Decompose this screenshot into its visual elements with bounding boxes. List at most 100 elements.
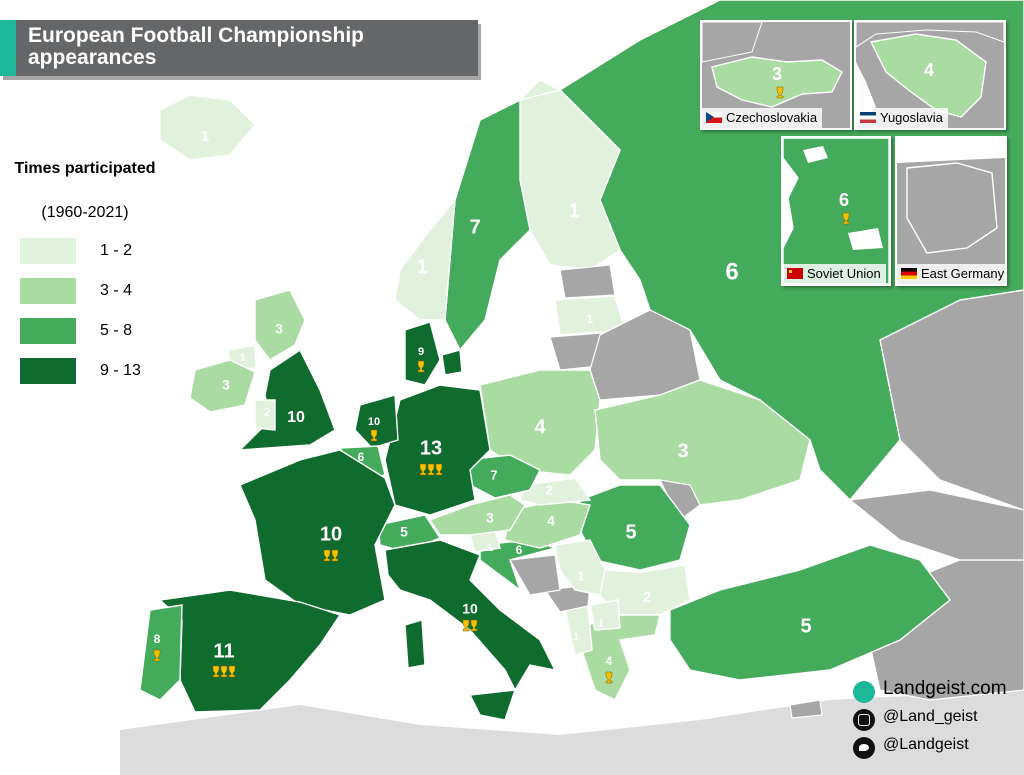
inset-label: Soviet Union xyxy=(783,264,886,284)
czechoslovakia-shape xyxy=(711,56,843,108)
label-austria: 3 xyxy=(486,510,494,526)
label-sweden: 7 xyxy=(469,216,480,238)
legend-item: 3 - 4 xyxy=(20,278,180,304)
country-france xyxy=(239,449,396,616)
trophy-icon-germany xyxy=(435,463,443,476)
inset-name: Czechoslovakia xyxy=(726,110,818,125)
country-ukraine xyxy=(594,379,811,506)
trophy-icon-greece xyxy=(605,671,613,684)
east-germany-shape xyxy=(906,162,998,254)
legend-title: Times participated xyxy=(14,160,156,177)
trophy-icon-france xyxy=(323,549,331,562)
soviet-union-shape xyxy=(783,138,889,284)
credit-twitter[interactable]: @Landgeist xyxy=(853,735,1018,761)
yugoslavia-shape xyxy=(869,33,987,118)
country-turkey xyxy=(669,544,951,681)
label-iceland: 1 xyxy=(201,128,209,145)
country-norway xyxy=(394,79,563,321)
country-portugal xyxy=(139,604,183,701)
title-banner: European Football Championship appearanc… xyxy=(0,20,478,76)
credit-website[interactable]: Landgeist.com xyxy=(853,678,1018,705)
inset-east-germany: East Germany xyxy=(895,136,1007,286)
trophy-icon-denmark xyxy=(417,360,425,373)
label-hungary: 4 xyxy=(547,513,555,529)
label-belgium: 6 xyxy=(358,450,365,464)
country-austria xyxy=(428,494,526,536)
label-slovenia: 1 xyxy=(487,542,493,554)
label-ukraine: 3 xyxy=(677,440,688,462)
inset-soviet-union: 6 Soviet Union xyxy=(781,136,891,286)
label-portugal: 8 xyxy=(154,632,161,646)
legend-label: 5 - 8 xyxy=(100,322,133,339)
twitter-handle[interactable]: @Landgeist xyxy=(883,736,969,753)
title-accent-bar xyxy=(0,20,16,76)
inset-name: Soviet Union xyxy=(807,266,881,281)
legend-item: 5 - 8 xyxy=(20,318,180,344)
label-poland: 4 xyxy=(534,416,546,438)
legend-swatch xyxy=(20,358,76,384)
soviet-union-flag xyxy=(787,268,803,279)
inset-name: Yugoslavia xyxy=(880,110,943,125)
label-netherlands: 10 xyxy=(368,416,380,428)
country-scotland xyxy=(254,289,306,361)
legend-label: 1 - 2 xyxy=(100,242,133,259)
country-bosnia xyxy=(509,554,561,596)
label-scotland: 3 xyxy=(275,321,283,337)
legend-item: 9 - 13 xyxy=(20,358,180,384)
caucasus xyxy=(848,489,1024,561)
trophy-icon-germany xyxy=(427,463,435,476)
country-slovakia xyxy=(519,477,592,506)
label-bulgaria: 2 xyxy=(643,589,651,606)
country-sardinia xyxy=(404,619,426,669)
country-italy xyxy=(384,539,557,692)
inset-value: 4 xyxy=(924,60,935,80)
country-cyprus xyxy=(789,699,823,719)
country-north-macedonia xyxy=(589,599,621,631)
label-france: 10 xyxy=(320,523,342,545)
country-sicily xyxy=(468,689,517,721)
label-ireland: 3 xyxy=(222,377,230,393)
inset-czechoslovakia: 3 Czechoslovakia xyxy=(700,20,852,130)
trophy-icon-spain xyxy=(212,665,220,678)
legend-swatch xyxy=(20,238,76,264)
country-netherlands xyxy=(354,394,399,449)
label-wales: 2 xyxy=(264,405,271,419)
inset-label: Yugoslavia xyxy=(856,108,948,128)
trophy-icon-spain xyxy=(228,665,236,678)
inset-label: Czechoslovakia xyxy=(702,108,823,128)
country-estonia xyxy=(559,264,616,299)
legend-label: 3 - 4 xyxy=(100,282,133,299)
globe-icon xyxy=(853,681,875,703)
legend-item: 1 - 2 xyxy=(20,238,180,264)
country-greece xyxy=(574,614,661,701)
inset-value: 6 xyxy=(839,190,850,210)
trophy-icon xyxy=(776,86,784,99)
country-ireland xyxy=(189,359,256,413)
legend-swatch xyxy=(20,318,76,344)
trophy-icon xyxy=(842,212,850,225)
country-germany xyxy=(384,384,491,516)
label-albania: 1 xyxy=(573,631,579,643)
label-italy: 10 xyxy=(462,601,478,617)
trophy-icon-germany xyxy=(419,463,427,476)
yugoslavia-flag xyxy=(860,112,876,123)
instagram-handle[interactable]: @Land_geist xyxy=(883,708,978,725)
country-iceland xyxy=(159,94,256,161)
website-link[interactable]: Landgeist.com xyxy=(883,678,1007,699)
twitter-icon xyxy=(853,737,875,759)
country-denmark xyxy=(404,321,441,386)
credit-instagram[interactable]: @Land_geist xyxy=(853,707,1018,733)
label-turkey: 5 xyxy=(800,615,811,637)
label-spain: 11 xyxy=(213,640,234,662)
country-denmark-islands xyxy=(441,349,463,376)
label-serbia: 1 xyxy=(577,568,584,583)
country-wales xyxy=(254,399,276,431)
label-croatia: 6 xyxy=(516,543,523,557)
label-norway: 1 xyxy=(416,256,427,278)
label-england: 10 xyxy=(287,409,305,426)
trophy-icon-netherlands xyxy=(370,429,378,442)
country-serbia xyxy=(554,539,606,596)
label-finland: 1 xyxy=(568,200,579,222)
inset-name: East Germany xyxy=(921,266,1005,281)
